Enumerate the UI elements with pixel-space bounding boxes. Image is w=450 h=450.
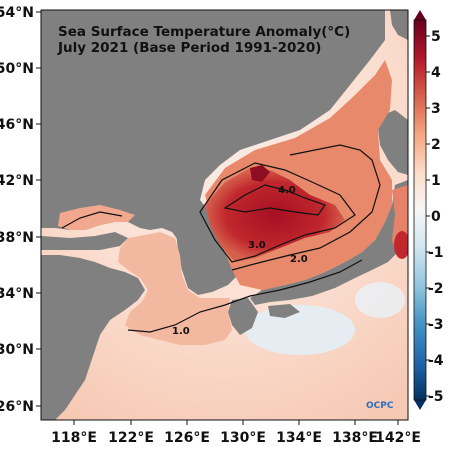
land-kyushu	[228, 298, 258, 335]
land-hokkaido	[378, 110, 408, 175]
hot-core	[205, 168, 345, 262]
latitude-axis: 54°N 50°N 46°N 42°N 38°N 34°N 30°N 26°N	[0, 5, 41, 415]
ocpc-logo: OCPC	[366, 401, 394, 411]
map-area: 4.0 3.0 2.0 1.0 Sea Surface Temperature …	[41, 10, 408, 420]
yellow-sea-anomaly	[118, 232, 232, 345]
colorbar-ticks	[426, 35, 430, 397]
lat-tick-label: 26°N	[0, 399, 34, 415]
lon-tick-label: 130°E	[220, 430, 266, 446]
colorbar-tick-label: -1	[428, 245, 444, 261]
cool-anomaly-patch-east	[355, 282, 405, 318]
lon-tick-label: 138°E	[332, 430, 378, 446]
colorbar-frame	[413, 19, 427, 401]
lat-tick-label: 46°N	[0, 117, 34, 133]
contour-label: 1.0	[172, 326, 190, 337]
colorbar-tick-label: 1	[431, 173, 441, 189]
land-china-coast	[41, 255, 145, 420]
land-taiwan	[41, 408, 52, 420]
contour-1-north	[61, 211, 123, 229]
lat-tick-label: 34°N	[0, 286, 34, 302]
colorbar-tick-label: 3	[431, 101, 441, 117]
land-shikoku	[268, 304, 300, 318]
colorbar-tick-label: -5	[428, 389, 444, 405]
colorbar-tick-label: -2	[428, 281, 444, 297]
lat-tick-label: 50°N	[0, 61, 34, 77]
contour-label: 4.0	[278, 185, 296, 196]
lon-tick-label: 126°E	[164, 430, 210, 446]
peak-anomaly	[250, 165, 270, 182]
pacific-hot-spot	[394, 231, 408, 259]
colorbar-tick-label: 2	[431, 137, 441, 153]
lat-tick-label: 42°N	[0, 173, 34, 189]
lon-tick-label: 122°E	[108, 430, 154, 446]
colorbar-ramp	[414, 20, 426, 400]
lon-tick-label: 118°E	[51, 430, 97, 446]
colorbar-tick-label: 0	[431, 209, 441, 225]
map-frame	[40, 9, 409, 421]
longitude-axis: 118°E 122°E 126°E 130°E 134°E 138°E 142°…	[51, 420, 421, 446]
bohai-anomaly	[58, 205, 135, 230]
colorbar-tick-label: 5	[431, 29, 441, 45]
contour-1	[127, 259, 363, 333]
land-korea	[176, 200, 238, 295]
lon-tick-label: 134°E	[276, 430, 322, 446]
contour-label: 3.0	[248, 240, 266, 251]
map-title: Sea Surface Temperature Anomaly(°C)	[58, 24, 350, 40]
contour-2	[231, 144, 381, 271]
colorbar-tick-label: 4	[431, 65, 441, 81]
contour-label: 2.0	[290, 254, 308, 265]
colorbar-tick-label: -4	[428, 353, 444, 369]
lat-tick-label: 38°N	[0, 230, 34, 246]
colorbar: 5 4 3 2 1 0 -1 -2 -3 -4 -5	[413, 10, 444, 410]
contour-4	[223, 184, 326, 216]
lat-tick-label: 54°N	[0, 5, 34, 21]
land-sakhalin	[390, 10, 408, 40]
colorbar-tick-label: -3	[428, 317, 444, 333]
colorbar-bottom-arrow	[414, 400, 426, 410]
colorbar-top-arrow	[414, 10, 426, 20]
lat-tick-label: 30°N	[0, 342, 34, 358]
map-subtitle: July 2021 (Base Period 1991-2020)	[57, 40, 321, 56]
lon-tick-label: 142°E	[375, 430, 421, 446]
contour-3	[199, 162, 356, 263]
cool-anomaly-patch	[245, 305, 355, 355]
contour-lines	[61, 144, 381, 333]
land-shandong	[41, 232, 128, 250]
logo-text: OCPC	[366, 401, 394, 411]
